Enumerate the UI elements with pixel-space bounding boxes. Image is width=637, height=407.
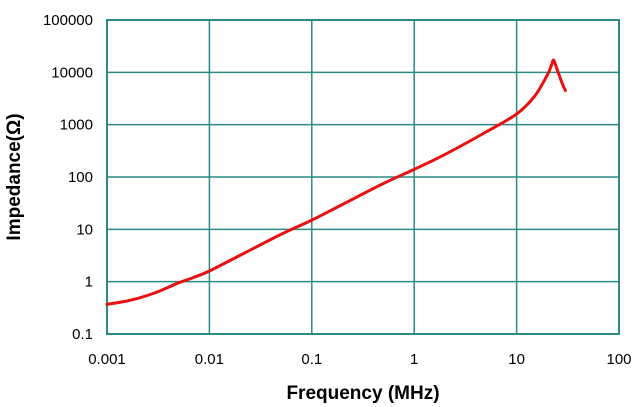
x-tick-label: 0.001	[88, 351, 126, 368]
grid-lines	[107, 20, 619, 334]
x-tick-label: 0.1	[301, 351, 322, 368]
x-tick-label: 10	[508, 351, 525, 368]
y-tick-label: 1000	[60, 117, 93, 134]
x-tick-label: 0.01	[195, 351, 224, 368]
plot-frame	[106, 19, 620, 335]
y-tick-label: 1	[85, 274, 93, 291]
y-tick-label: 100000	[43, 12, 93, 29]
y-tick-label: 100	[68, 169, 93, 186]
y-axis-label: Impedance(Ω)	[4, 113, 25, 240]
y-tick-label: 10	[76, 221, 93, 238]
x-tick-label: 1	[410, 351, 418, 368]
impedance-line	[105, 58, 567, 306]
y-tick-label: 10000	[51, 64, 93, 81]
x-axis-label: Frequency (MHz)	[286, 383, 439, 404]
y-axis-ticks: 0.1 1 10 100 1000 10000 100000	[43, 12, 93, 343]
x-axis-ticks: 0.001 0.01 0.1 1 10 100	[88, 351, 631, 368]
y-tick-label: 0.1	[72, 326, 93, 343]
x-tick-label: 100	[606, 351, 631, 368]
